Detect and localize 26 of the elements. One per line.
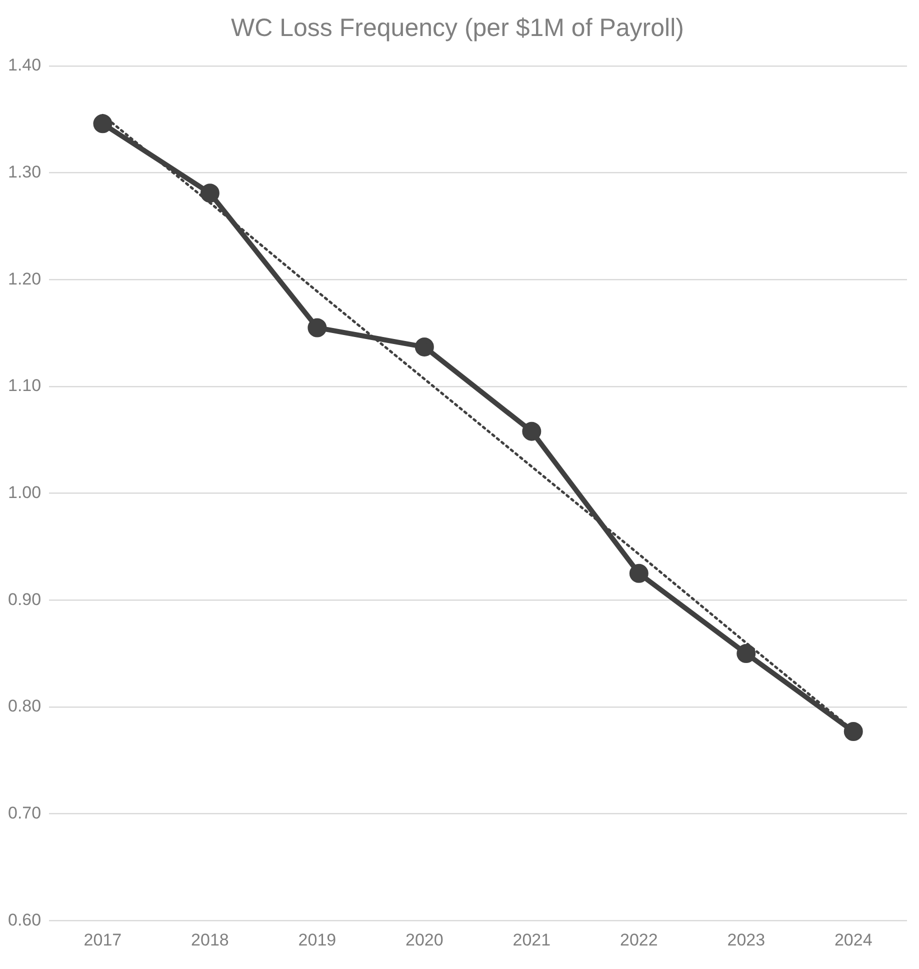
x-tick-label: 2023 (727, 930, 766, 950)
point (629, 564, 648, 583)
y-tick-label: 0.80 (8, 696, 42, 716)
point (736, 644, 756, 664)
x-tick-label: 2021 (512, 930, 551, 950)
y-tick-label: 0.70 (8, 803, 42, 822)
x-tick-label: 2020 (406, 930, 444, 950)
y-tick-label: 0.60 (8, 910, 42, 930)
point (200, 184, 220, 203)
point (93, 114, 112, 134)
y-tick-label: 0.90 (8, 590, 42, 609)
x-tick-label: 2024 (834, 930, 872, 950)
y-tick-label: 1.00 (8, 482, 42, 502)
point (844, 722, 863, 742)
x-tick-label: 2017 (84, 930, 122, 950)
point (522, 422, 542, 441)
y-tick-label: 1.10 (8, 376, 42, 396)
y-tick-label: 1.20 (8, 269, 42, 288)
y-tick-label: 1.40 (8, 56, 42, 75)
point (414, 337, 434, 356)
y-tick-label: 1.30 (8, 162, 42, 182)
x-tick-label: 2018 (191, 930, 229, 950)
point (308, 318, 327, 338)
chart-title: WC Loss Frequency (per $1M of Payroll) (231, 14, 684, 42)
x-tick-label: 2022 (620, 930, 658, 950)
x-tick-label: 2019 (298, 930, 336, 950)
